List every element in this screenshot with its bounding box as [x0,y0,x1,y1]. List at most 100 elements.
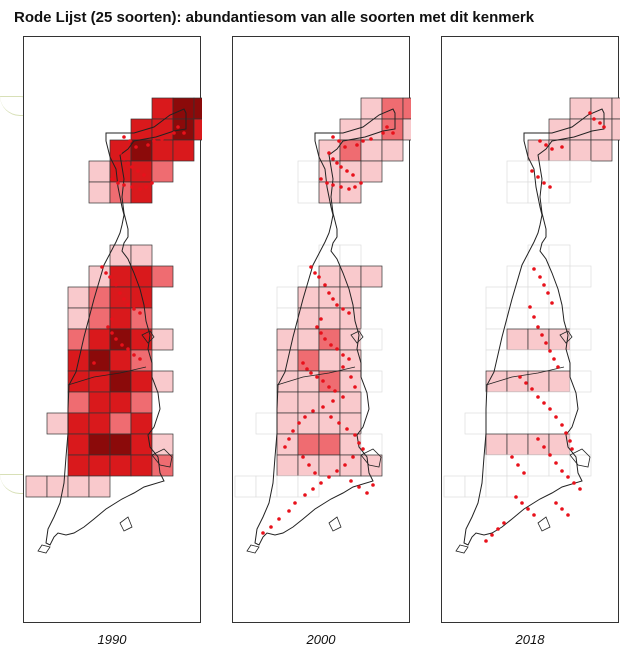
inland-shape [141,330,155,344]
observation-point [114,283,118,287]
grid-cells [234,97,411,498]
observation-point [568,439,572,443]
grid-cell [297,475,320,498]
grid-cell [88,349,111,372]
observation-point [335,161,339,165]
inland-shape [119,516,133,532]
grid-cell [234,475,257,498]
observation-point [542,283,546,287]
grid-cell [548,412,571,435]
grid-cell [339,244,362,267]
grid-cell [485,328,508,351]
observation-point [349,479,353,483]
observation-point [341,365,345,369]
observation-point [351,455,355,459]
observation-points [484,111,606,543]
grid-cell [527,412,550,435]
observation-point [138,187,142,191]
observation-point [351,173,355,177]
grid-cell [506,391,529,414]
observation-point [176,125,180,129]
figure-title: Rode Lijst (25 soorten): abundantiesom v… [14,9,535,26]
observation-point [566,513,570,517]
observation-point [331,297,335,301]
observation-point [548,349,552,353]
observation-point [110,317,114,321]
observation-point [126,161,130,165]
grid-cell [88,370,111,393]
observation-point [327,291,331,295]
grid-cell [297,328,320,351]
observation-point [269,525,273,529]
observation-point [277,517,281,521]
observation-point [311,409,315,413]
observation-point [385,125,389,129]
observation-point [307,463,311,467]
observation-point [335,347,339,351]
observation-point [353,385,357,389]
grid-cell [611,118,620,141]
observation-point [532,513,536,517]
observation-point [339,165,343,169]
observation-point [293,501,297,505]
grid-cell [360,265,383,288]
inland-shape [455,544,469,554]
observation-point [335,469,339,473]
grid-cell [151,139,174,162]
observation-point [309,265,313,269]
grid-cell [506,328,529,351]
inland-shape [246,544,260,554]
observation-point [526,507,530,511]
observation-point [536,395,540,399]
year-label-2000: 2000 [306,632,336,647]
inland-shape [37,544,51,554]
observation-point [291,429,295,433]
observation-point [538,275,542,279]
grid-cell [46,475,69,498]
grid-cell [130,286,153,309]
grid-cell [548,286,571,309]
grid-cell [297,349,320,372]
observation-point [92,361,96,365]
grid-cell [151,160,174,183]
observation-point [287,437,291,441]
grid-cell [297,265,320,288]
grid-cell [297,412,320,435]
grid-cell [569,97,592,120]
observation-point [126,347,130,351]
observation-point [540,333,544,337]
observation-point [554,501,558,505]
observation-point [564,431,568,435]
observation-point [514,495,518,499]
observation-point [319,317,323,321]
observation-point [365,491,369,495]
observation-point [602,125,606,129]
dike-line [276,366,356,386]
observation-point [327,385,331,389]
grid-cell [527,433,550,456]
grid-cell [506,412,529,435]
grid-cell [67,328,90,351]
grid-cell [297,391,320,414]
observation-point [333,389,337,393]
observation-point [532,315,536,319]
observation-point [510,455,514,459]
grid-cell [339,412,362,435]
observation-point [303,493,307,497]
observation-point [261,531,265,535]
grid-cell [360,328,383,351]
observation-point [301,361,305,365]
grid-cell [130,307,153,330]
observation-point [371,483,375,487]
grid-cell [318,454,341,477]
observation-point [588,111,592,115]
grid-cell [88,265,111,288]
observation-point [152,139,156,143]
observation-points [261,125,395,535]
grid-cell [548,160,571,183]
observation-point [353,433,357,437]
observation-point [570,447,574,451]
observation-point [353,185,357,189]
dike-line [67,366,147,386]
grid-cell [339,370,362,393]
